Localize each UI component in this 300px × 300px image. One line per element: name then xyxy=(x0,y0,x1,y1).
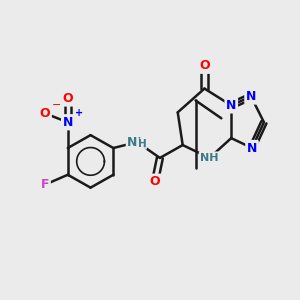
Text: +: + xyxy=(75,108,83,118)
Text: NH: NH xyxy=(200,153,219,163)
Text: O: O xyxy=(199,59,210,72)
Text: F: F xyxy=(41,178,49,191)
Text: N: N xyxy=(226,99,236,112)
Text: H: H xyxy=(133,137,142,147)
Text: H: H xyxy=(138,139,146,149)
Text: O: O xyxy=(150,175,160,188)
Text: N: N xyxy=(246,90,256,103)
Text: N: N xyxy=(127,136,137,148)
Text: O: O xyxy=(40,107,50,120)
Text: O: O xyxy=(62,92,73,105)
Text: −: − xyxy=(52,100,61,110)
Text: N: N xyxy=(63,116,73,129)
Text: N: N xyxy=(247,142,257,154)
